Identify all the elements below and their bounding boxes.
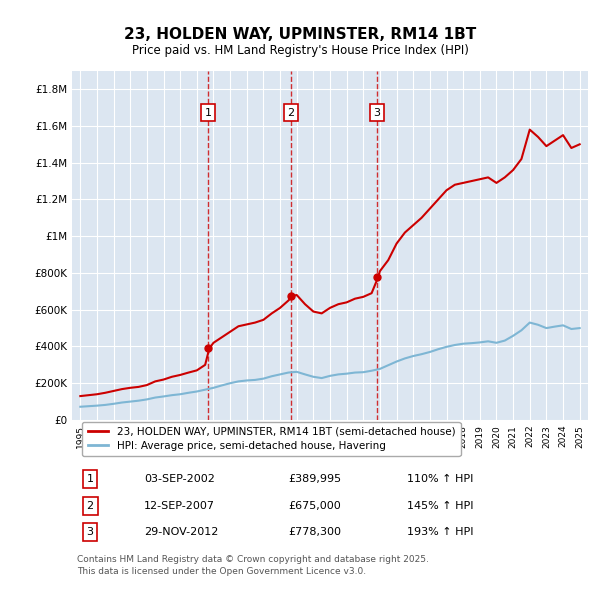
Text: 12-SEP-2007: 12-SEP-2007	[144, 501, 215, 511]
Text: Price paid vs. HM Land Registry's House Price Index (HPI): Price paid vs. HM Land Registry's House …	[131, 44, 469, 57]
Legend: 23, HOLDEN WAY, UPMINSTER, RM14 1BT (semi-detached house), HPI: Average price, s: 23, HOLDEN WAY, UPMINSTER, RM14 1BT (sem…	[82, 422, 461, 457]
Text: 110% ↑ HPI: 110% ↑ HPI	[407, 474, 474, 484]
Text: 2: 2	[287, 108, 295, 117]
Text: £675,000: £675,000	[289, 501, 341, 511]
Text: 145% ↑ HPI: 145% ↑ HPI	[407, 501, 474, 511]
Text: £389,995: £389,995	[289, 474, 342, 484]
Text: 1: 1	[205, 108, 211, 117]
Text: 23, HOLDEN WAY, UPMINSTER, RM14 1BT: 23, HOLDEN WAY, UPMINSTER, RM14 1BT	[124, 27, 476, 41]
Text: 03-SEP-2002: 03-SEP-2002	[144, 474, 215, 484]
Text: 1: 1	[86, 474, 94, 484]
Text: 2: 2	[86, 501, 94, 511]
Text: 193% ↑ HPI: 193% ↑ HPI	[407, 527, 474, 537]
Text: Contains HM Land Registry data © Crown copyright and database right 2025.
This d: Contains HM Land Registry data © Crown c…	[77, 555, 429, 576]
Text: 29-NOV-2012: 29-NOV-2012	[144, 527, 218, 537]
Text: 3: 3	[374, 108, 380, 117]
Text: £778,300: £778,300	[289, 527, 342, 537]
Text: 3: 3	[86, 527, 94, 537]
